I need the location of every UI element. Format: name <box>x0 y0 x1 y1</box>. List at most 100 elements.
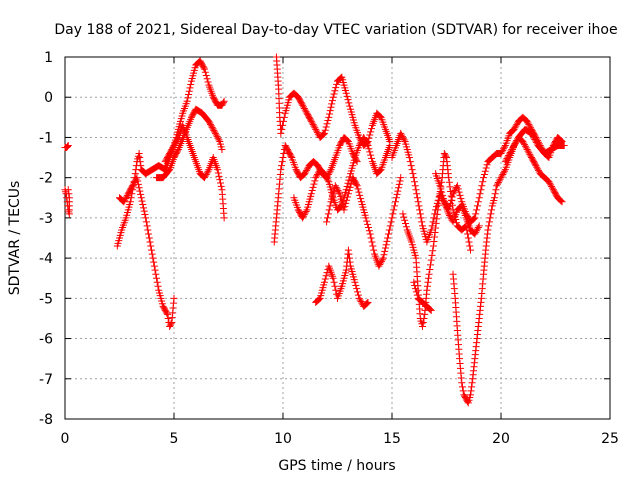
series-arc-d <box>116 174 178 330</box>
data-point <box>453 182 461 190</box>
data-point <box>412 285 420 293</box>
series-arc-j <box>290 133 394 222</box>
data-point <box>376 261 384 269</box>
y-tick-label: -7 <box>39 372 53 388</box>
data-point <box>187 80 195 88</box>
data-point <box>418 218 426 226</box>
data-point <box>368 154 376 162</box>
data-point <box>354 288 362 296</box>
data-point <box>445 174 453 182</box>
data-point <box>501 158 509 166</box>
data-point <box>365 145 373 153</box>
data-point <box>368 125 376 133</box>
data-point <box>534 166 542 174</box>
data-point <box>346 102 354 110</box>
data-point <box>287 152 295 160</box>
data-point <box>217 182 225 190</box>
data-point <box>469 215 477 223</box>
data-point <box>524 119 532 127</box>
data-point <box>355 141 363 149</box>
data-point <box>445 178 453 186</box>
data-point <box>137 162 145 170</box>
data-point <box>380 251 388 259</box>
data-point <box>313 127 321 135</box>
data-point <box>279 121 287 129</box>
data-point <box>487 210 495 218</box>
data-point <box>496 175 504 183</box>
data-point <box>333 185 341 193</box>
data-point <box>512 138 520 146</box>
data-point <box>381 244 389 252</box>
y-tick-label: -5 <box>39 291 53 307</box>
data-point <box>525 121 533 129</box>
data-point <box>401 216 409 224</box>
data-point <box>430 214 438 222</box>
data-point <box>357 138 365 146</box>
data-point <box>148 250 156 258</box>
data-point <box>326 107 334 115</box>
data-point <box>525 149 533 157</box>
data-point <box>471 230 479 238</box>
data-point <box>455 188 463 196</box>
data-point <box>329 274 337 282</box>
data-markers <box>61 53 568 407</box>
data-point <box>64 142 72 150</box>
data-point <box>530 134 538 142</box>
data-point <box>344 193 352 201</box>
data-point <box>170 294 178 302</box>
data-point <box>353 285 361 293</box>
data-point <box>500 145 508 153</box>
x-tick-label: 10 <box>274 431 292 447</box>
data-point <box>205 117 213 125</box>
data-point <box>467 387 475 395</box>
data-point <box>411 178 419 186</box>
data-point <box>122 195 130 203</box>
data-point <box>395 184 403 192</box>
data-point <box>301 106 309 114</box>
data-point <box>366 148 374 156</box>
data-point <box>400 213 408 221</box>
data-point <box>391 198 399 206</box>
data-point <box>346 173 354 181</box>
y-tick-label: -8 <box>39 412 53 428</box>
data-point <box>323 174 331 182</box>
data-point <box>308 119 316 127</box>
data-point <box>402 220 410 228</box>
data-point <box>531 160 539 168</box>
data-point <box>307 190 315 198</box>
data-point <box>120 198 128 206</box>
data-point <box>410 278 418 286</box>
data-point <box>557 197 565 205</box>
data-point <box>472 210 480 218</box>
data-point <box>523 146 531 154</box>
y-tick-label: -1 <box>39 130 53 146</box>
data-point <box>494 180 502 188</box>
data-point <box>163 310 171 318</box>
data-point <box>342 186 350 194</box>
data-point <box>480 174 488 182</box>
data-point <box>136 158 144 166</box>
data-point <box>448 193 456 201</box>
data-point <box>369 242 377 250</box>
data-point <box>154 282 162 290</box>
data-point <box>322 272 330 280</box>
data-point <box>413 194 421 202</box>
data-point <box>532 162 540 170</box>
data-point <box>464 234 472 242</box>
y-tick-label: 0 <box>44 90 53 106</box>
data-point <box>325 206 333 214</box>
data-point <box>413 190 421 198</box>
data-point <box>121 196 129 204</box>
data-point <box>321 171 329 179</box>
data-point <box>212 131 220 139</box>
data-point <box>529 132 537 140</box>
data-point <box>458 379 466 387</box>
data-point <box>214 134 222 142</box>
data-point <box>185 91 193 99</box>
data-point <box>352 180 360 188</box>
data-point <box>480 170 488 178</box>
data-point <box>378 257 386 265</box>
data-point <box>344 246 352 254</box>
data-point <box>320 278 328 286</box>
data-point <box>430 238 438 246</box>
